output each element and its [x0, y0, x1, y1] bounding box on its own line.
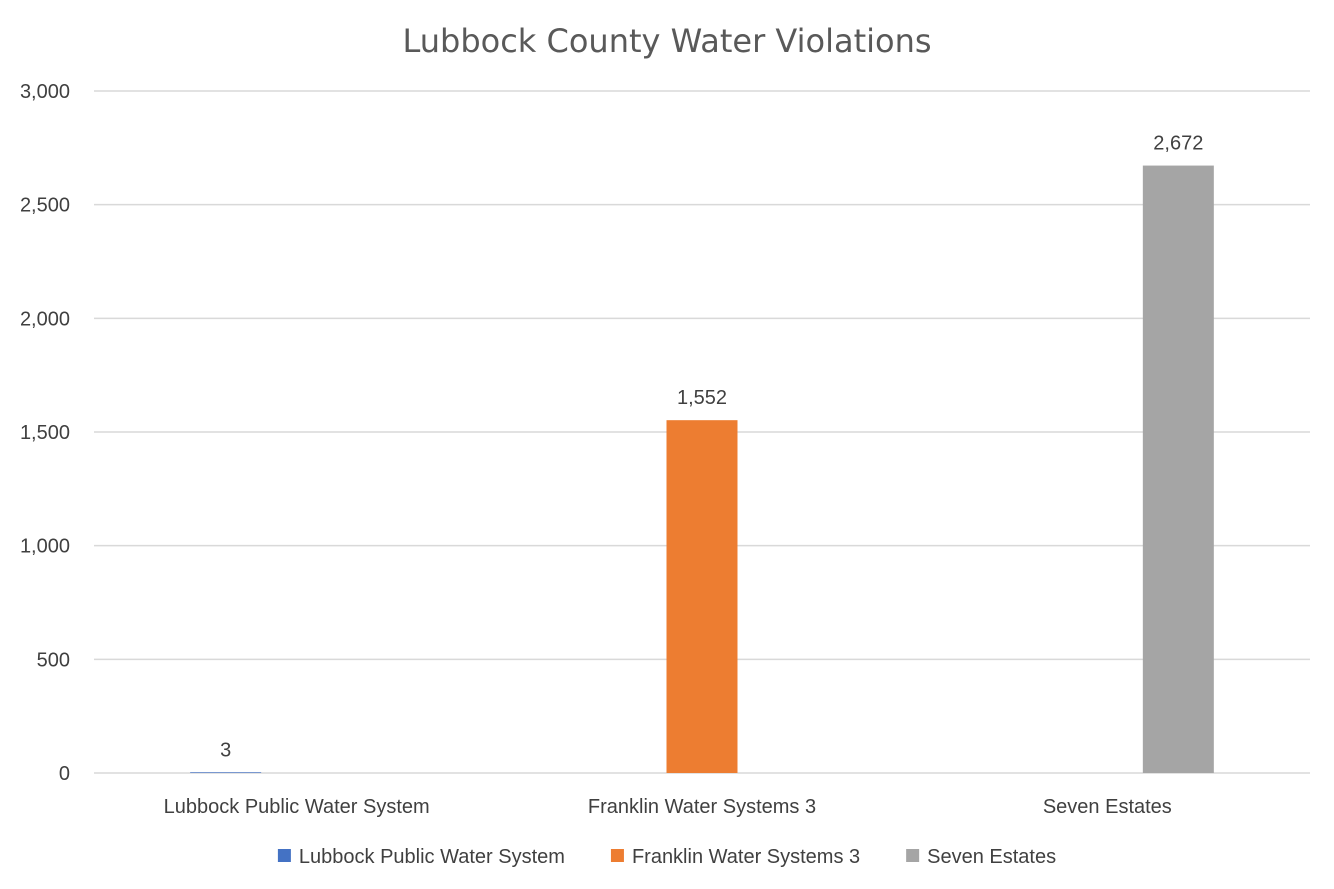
y-tick-label: 2,500	[20, 195, 70, 217]
data-label: 1,552	[677, 387, 727, 409]
legend-swatch	[906, 849, 920, 862]
x-category-label: Seven Estates	[1043, 796, 1172, 818]
x-category-label: Lubbock Public Water System	[164, 796, 430, 818]
legend-label: Seven Estates	[927, 846, 1056, 868]
legend-label: Franklin Water Systems 3	[632, 846, 860, 868]
legend-swatch	[610, 849, 624, 862]
y-tick-label: 1,000	[20, 536, 70, 558]
x-category-label: Franklin Water Systems 3	[588, 796, 816, 818]
bar	[190, 772, 262, 773]
data-label: 2,672	[1153, 133, 1203, 155]
y-tick-label: 2,000	[20, 308, 70, 330]
x-axis-categories: Lubbock Public Water System Franklin Wate…	[164, 796, 1172, 818]
chart-title: Lubbock County Water Violations	[402, 22, 931, 60]
legend-label: Lubbock Public Water System	[299, 846, 565, 868]
y-tick-label: 500	[37, 649, 70, 671]
y-tick-label: 3,000	[20, 81, 70, 103]
y-tick-label: 1,500	[20, 422, 70, 444]
data-label: 3	[220, 739, 231, 761]
bars	[190, 165, 1214, 774]
data-labels: 3 1,552 2,672	[220, 133, 1203, 762]
bar	[1142, 165, 1214, 774]
bar	[666, 420, 738, 773]
legend-swatch	[277, 849, 291, 862]
legend: Lubbock Public Water System Franklin Wate…	[277, 846, 1056, 868]
y-tick-label: 0	[59, 763, 70, 785]
y-axis-ticks: 0 500 1,000 1,500 2,000 2,500 3,000	[20, 81, 70, 785]
